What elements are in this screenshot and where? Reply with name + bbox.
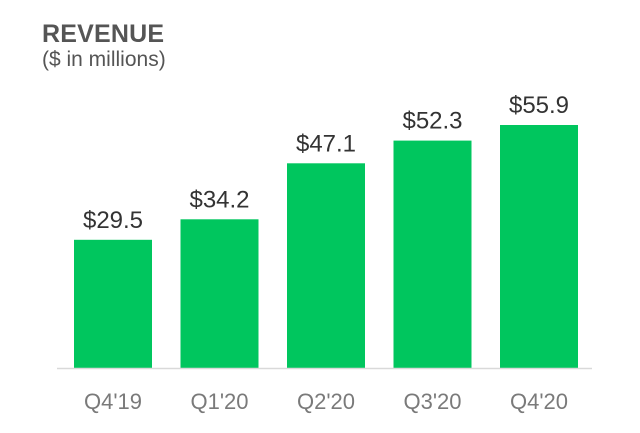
bar-value-label: $29.5: [83, 207, 143, 234]
x-tick-label: Q4'20: [510, 389, 568, 414]
chart-subtitle: ($ in millions): [42, 48, 166, 71]
bar-value-label: $55.9: [509, 92, 569, 119]
x-tick-label: Q4'19: [84, 389, 142, 414]
bar-q320: [393, 140, 472, 368]
bar-value-label: $52.3: [402, 108, 462, 135]
bar-q220: [287, 163, 365, 368]
bar-q420: [500, 125, 578, 368]
x-tick-label: Q2'20: [297, 389, 355, 414]
bar-q120: [180, 219, 259, 368]
bar-q419: [74, 239, 152, 368]
x-tick-label: Q3'20: [403, 389, 461, 414]
bar-value-label: $34.2: [189, 186, 249, 213]
chart-title: REVENUE: [42, 20, 165, 48]
x-tick-label: Q1'20: [190, 389, 248, 414]
bar-value-label: $47.1: [296, 130, 356, 157]
